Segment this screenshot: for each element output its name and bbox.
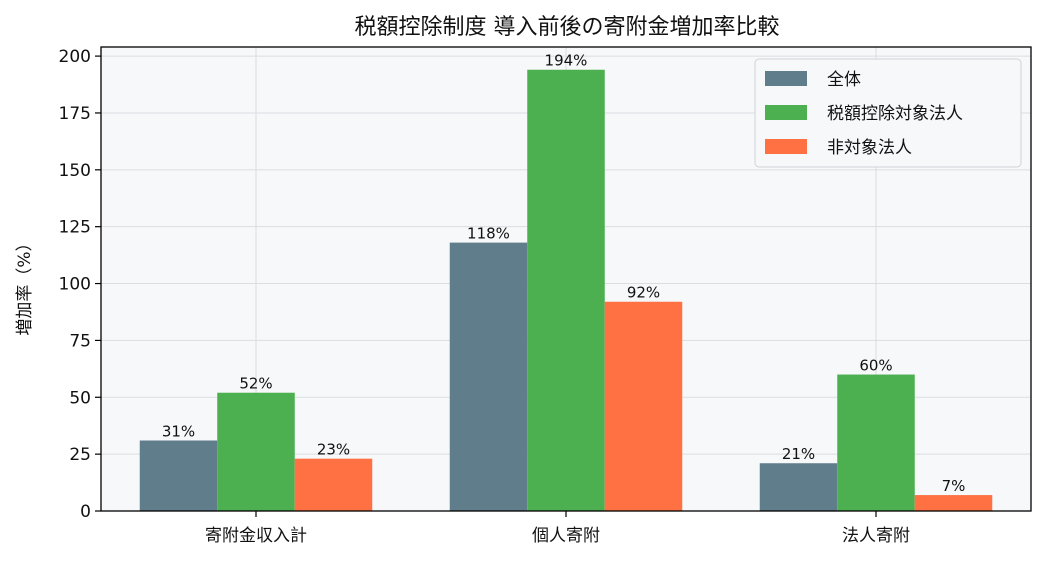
bar [604, 301, 683, 511]
bar [294, 458, 373, 511]
y-tick-label: 125 [59, 218, 91, 238]
y-axis: 0 25 50 75 100 125 150 175 200 [59, 47, 101, 522]
y-tick-label: 150 [59, 161, 91, 181]
data-label: 23% [317, 441, 350, 459]
x-tick-label: 個人寄附 [532, 526, 600, 546]
data-label: 21% [782, 445, 815, 463]
y-tick-label: 25 [69, 445, 91, 465]
data-label: 118% [467, 225, 510, 243]
data-label: 7% [942, 477, 966, 495]
bar [527, 69, 605, 512]
legend-swatch [765, 105, 807, 120]
legend-label: 非対象法人 [827, 138, 912, 158]
y-tick-label: 175 [59, 104, 91, 124]
y-tick-label: 75 [69, 331, 91, 351]
legend-label: 全体 [827, 70, 861, 90]
chart-title: 税額控除制度 導入前後の寄附金増加率比較 [355, 15, 780, 40]
x-tick-label: 法人寄附 [842, 526, 910, 546]
data-label: 60% [859, 357, 892, 375]
bar [139, 440, 218, 511]
data-label: 92% [627, 284, 660, 302]
legend-swatch [765, 139, 807, 154]
bar [217, 392, 295, 511]
data-label: 31% [162, 422, 195, 440]
y-tick-label: 0 [80, 502, 91, 522]
bar [837, 374, 915, 511]
legend-swatch [765, 71, 807, 86]
x-tick-label: 寄附金収入計 [205, 526, 307, 546]
y-tick-label: 50 [69, 388, 91, 408]
data-label: 194% [545, 52, 588, 70]
data-labels: 31% 52% 23% 118% 194% 92% 21% 60% 7% [162, 52, 966, 495]
data-label: 52% [239, 375, 272, 393]
bar [449, 242, 528, 511]
legend-label: 税額控除対象法人 [827, 104, 963, 124]
legend-box [754, 58, 1022, 168]
y-axis-label: 増加率（%） [15, 234, 35, 335]
x-axis: 寄附金収入計 個人寄附 法人寄附 [205, 511, 910, 546]
bar [914, 495, 993, 511]
y-tick-label: 100 [59, 275, 91, 295]
bar [759, 463, 838, 511]
y-tick-label: 200 [59, 47, 91, 67]
bars [139, 69, 993, 512]
